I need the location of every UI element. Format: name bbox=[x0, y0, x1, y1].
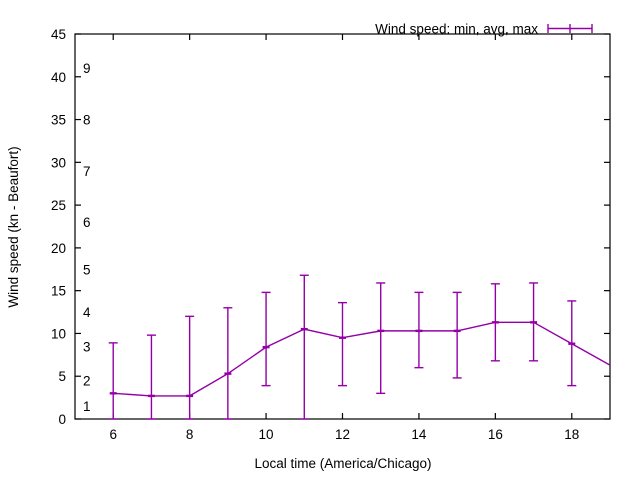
error-bar bbox=[223, 307, 233, 420]
x-tick-label: 10 bbox=[259, 427, 274, 442]
legend: Wind speed: min, avg, max bbox=[375, 22, 593, 37]
error-bar bbox=[338, 301, 347, 387]
beaufort-tick-label: 6 bbox=[83, 215, 91, 230]
beaufort-tick-label: 9 bbox=[83, 61, 91, 76]
y-tick-label: 5 bbox=[58, 369, 66, 384]
x-tick-label: 8 bbox=[186, 427, 194, 442]
x-tick-label: 6 bbox=[109, 427, 117, 442]
beaufort-tick-label: 1 bbox=[83, 399, 91, 414]
data-series-wind-speed bbox=[108, 274, 611, 420]
beaufort-tick-label: 7 bbox=[83, 164, 91, 179]
x-axis-title: Local time (America/Chicago) bbox=[254, 456, 431, 471]
x-axis-ticks: 6 8 10 12 14 16 18 bbox=[109, 34, 579, 442]
error-bar bbox=[108, 342, 118, 420]
error-bar bbox=[146, 334, 156, 420]
error-bar bbox=[299, 274, 309, 420]
beaufort-tick-label: 3 bbox=[83, 339, 91, 354]
beaufort-tick-label: 4 bbox=[83, 305, 91, 320]
y-tick-label: 40 bbox=[51, 70, 66, 85]
beaufort-tick-label: 2 bbox=[83, 374, 91, 389]
average-line bbox=[113, 321, 611, 397]
y-tick-label: 35 bbox=[51, 113, 66, 128]
y-tick-label: 25 bbox=[51, 198, 66, 213]
y-tick-label: 45 bbox=[51, 27, 66, 42]
beaufort-tick-label: 8 bbox=[83, 113, 91, 128]
beaufort-scale-labels: 1 2 3 4 5 6 7 8 9 bbox=[83, 61, 91, 414]
x-tick-label: 14 bbox=[411, 427, 427, 442]
x-tick-label: 16 bbox=[488, 427, 503, 442]
y-tick-label: 30 bbox=[51, 155, 66, 170]
y-tick-label: 10 bbox=[51, 326, 66, 341]
legend-label: Wind speed: min, avg, max bbox=[375, 22, 538, 37]
error-bar bbox=[185, 315, 195, 420]
x-tick-label: 12 bbox=[335, 427, 350, 442]
error-bar bbox=[376, 282, 386, 395]
y-tick-label: 0 bbox=[58, 412, 66, 427]
x-tick-label: 18 bbox=[564, 427, 579, 442]
error-bar bbox=[261, 291, 271, 387]
beaufort-tick-label: 5 bbox=[83, 262, 91, 277]
y-tick-label: 15 bbox=[51, 284, 66, 299]
error-bar bbox=[452, 291, 462, 379]
y-axis-title: Wind speed (kn - Beaufort) bbox=[6, 146, 21, 307]
y-tick-label: 20 bbox=[51, 241, 66, 256]
